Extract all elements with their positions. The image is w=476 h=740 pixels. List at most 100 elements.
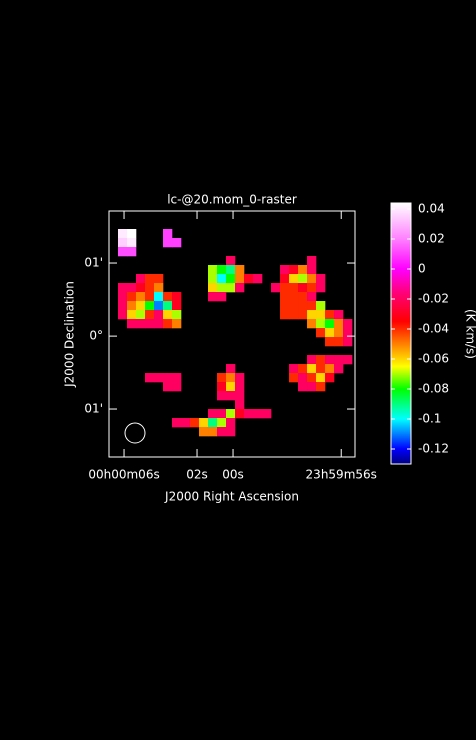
pixel xyxy=(154,292,163,301)
pixel xyxy=(145,283,154,292)
pixel xyxy=(235,400,244,409)
pixel xyxy=(235,274,244,283)
pixel xyxy=(235,373,244,382)
colorbar-tick-label: -0.08 xyxy=(418,382,449,396)
y-tick-label: 0° xyxy=(89,329,103,343)
pixel xyxy=(172,301,181,310)
pixel xyxy=(118,247,127,256)
pixel xyxy=(334,319,343,328)
pixel xyxy=(253,274,262,283)
pixel xyxy=(172,292,181,301)
pixel xyxy=(199,427,208,436)
pixel xyxy=(298,292,307,301)
pixel xyxy=(154,301,163,310)
pixel xyxy=(226,283,235,292)
pixel xyxy=(145,274,154,283)
pixel xyxy=(208,427,217,436)
pixel xyxy=(235,265,244,274)
pixel xyxy=(316,382,325,391)
pixel xyxy=(217,373,226,382)
pixel xyxy=(163,301,172,310)
y-axis-label: J2000 Declination xyxy=(63,281,77,388)
colorbar-tick-label: -0.04 xyxy=(418,322,449,336)
pixel xyxy=(172,373,181,382)
x-tick-label: 23h59m56s xyxy=(306,468,377,482)
pixel xyxy=(316,328,325,337)
pixel xyxy=(298,265,307,274)
pixel xyxy=(325,355,334,364)
pixel xyxy=(190,418,199,427)
pixel xyxy=(334,310,343,319)
colorbar-tick-label: 0 xyxy=(418,262,426,276)
chart-title: lc-@20.mom_0-raster xyxy=(167,193,297,207)
pixel xyxy=(118,238,127,247)
pixel xyxy=(127,229,136,238)
pixel xyxy=(271,283,280,292)
pixel xyxy=(244,409,253,418)
pixel xyxy=(325,328,334,337)
pixel xyxy=(163,292,172,301)
pixel xyxy=(280,292,289,301)
colorbar-tick-label: -0.02 xyxy=(418,292,449,306)
pixel xyxy=(163,319,172,328)
colorbar-tick-label: 0.04 xyxy=(418,202,445,216)
pixel xyxy=(217,391,226,400)
pixel xyxy=(127,292,136,301)
pixel xyxy=(181,418,190,427)
pixel xyxy=(289,364,298,373)
pixel xyxy=(208,409,217,418)
pixel xyxy=(307,256,316,265)
pixel xyxy=(217,265,226,274)
pixel xyxy=(226,373,235,382)
pixel xyxy=(235,409,244,418)
pixel xyxy=(127,283,136,292)
pixel xyxy=(145,292,154,301)
pixel xyxy=(163,310,172,319)
pixel xyxy=(325,310,334,319)
pixel xyxy=(298,274,307,283)
x-tick-label: 02s xyxy=(186,468,208,482)
pixel xyxy=(226,364,235,373)
pixel xyxy=(298,364,307,373)
pixel xyxy=(154,373,163,382)
pixel xyxy=(307,382,316,391)
pixel xyxy=(334,328,343,337)
pixel xyxy=(127,301,136,310)
pixel xyxy=(280,301,289,310)
pixel xyxy=(154,319,163,328)
pixel xyxy=(172,382,181,391)
pixel xyxy=(289,373,298,382)
pixel xyxy=(226,265,235,274)
pixel xyxy=(316,274,325,283)
pixel xyxy=(145,301,154,310)
pixel xyxy=(334,364,343,373)
pixel xyxy=(289,310,298,319)
pixel xyxy=(325,364,334,373)
pixel xyxy=(172,319,181,328)
pixel xyxy=(235,283,244,292)
pixel xyxy=(307,301,316,310)
pixel xyxy=(226,382,235,391)
pixel xyxy=(154,283,163,292)
pixel xyxy=(316,373,325,382)
x-tick-label: 00h00m06s xyxy=(88,468,159,482)
pixel xyxy=(208,292,217,301)
pixel xyxy=(316,319,325,328)
x-tick-label: 00s xyxy=(222,468,244,482)
x-axis-label: J2000 Right Ascension xyxy=(164,490,299,504)
y-tick-label: 01' xyxy=(84,402,103,416)
pixel xyxy=(145,319,154,328)
pixel xyxy=(118,292,127,301)
pixel xyxy=(280,274,289,283)
pixel xyxy=(136,283,145,292)
pixel xyxy=(118,310,127,319)
pixel xyxy=(163,229,172,238)
pixel xyxy=(172,238,181,247)
pixel xyxy=(334,337,343,346)
pixel xyxy=(217,409,226,418)
pixel xyxy=(226,427,235,436)
colorbar xyxy=(391,203,411,464)
pixel xyxy=(280,265,289,274)
pixel xyxy=(307,283,316,292)
